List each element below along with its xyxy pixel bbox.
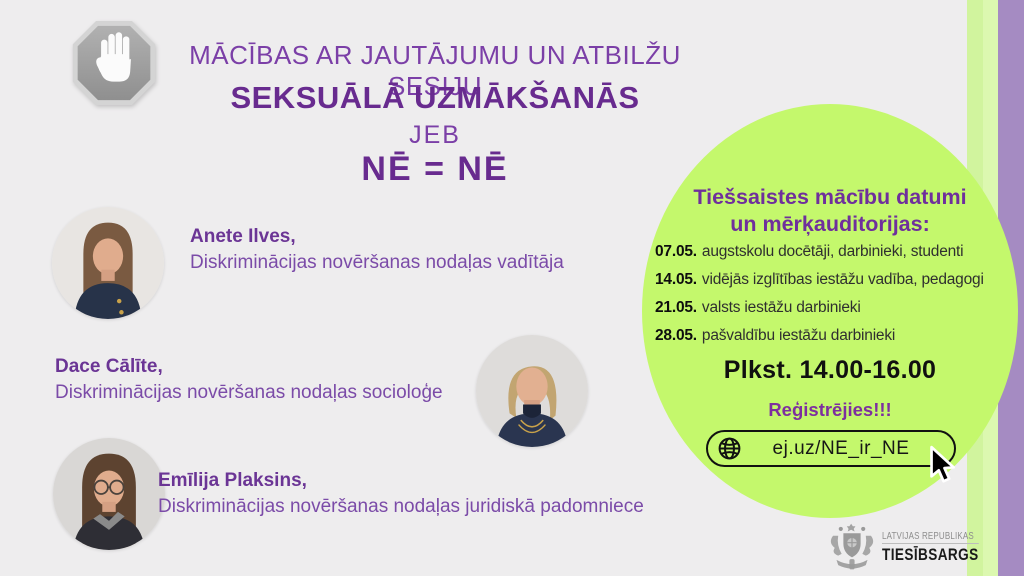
- logo-org-line-1: LATVIJAS REPUBLIKAS: [882, 531, 974, 542]
- schedule-row: 28.05. pašvaldību iestāžu darbinieki: [655, 322, 1024, 350]
- schedule-date: 28.05.: [655, 327, 697, 344]
- speaker-photo-anete-ilves: [52, 207, 164, 319]
- speaker-name: Anete Ilves,: [190, 226, 296, 247]
- speaker-name: Emīlija Plaksins,: [158, 470, 307, 491]
- schedule-audience: pašvaldību iestāžu darbinieki: [701, 327, 896, 344]
- speaker-name: Dace Cālīte,: [55, 356, 163, 377]
- cursor-arrow-icon: [922, 444, 960, 490]
- title-line-4: NĒ = NĒ: [361, 150, 509, 188]
- schedule-date: 21.05.: [655, 299, 697, 316]
- register-cta: Reģistrējies!!!: [768, 399, 892, 420]
- title-line-3: JEB: [409, 121, 461, 149]
- speaker-block-dace-calite: Dace Cālīte, Diskriminācijas novēršanas …: [55, 354, 495, 406]
- panel-heading-line-2: un mērķauditorijas:: [730, 212, 930, 236]
- logo-text: LATVIJAS REPUBLIKAS TIESĪBSARGS: [882, 530, 979, 564]
- registration-link-button[interactable]: ej.uz/NE_ir_NE: [706, 430, 956, 467]
- tiesibsargs-logo: LATVIJAS REPUBLIKAS TIESĪBSARGS: [826, 522, 1003, 572]
- session-time: Plkst. 14.00-16.00: [723, 356, 937, 384]
- speaker-role: Diskriminācijas novēršanas nodaļas vadīt…: [190, 252, 564, 273]
- speaker-photo-dace-calite: [476, 335, 588, 447]
- stop-hand-icon: [72, 21, 156, 105]
- speaker-block-anete-ilves: Anete Ilves, Diskriminācijas novēršanas …: [190, 224, 670, 276]
- schedule-date: 07.05.: [655, 243, 697, 260]
- schedule-row: 21.05. valsts iestāžu darbinieki: [655, 294, 1024, 322]
- schedule-row: 07.05. augstskolu docētāji, darbinieki, s…: [655, 238, 1024, 266]
- speaker-block-emilija-plaksins: Emīlija Plaksins, Diskriminācijas novērš…: [158, 468, 678, 520]
- schedule-date: 14.05.: [655, 271, 697, 288]
- schedule-audience: augstskolu docētāji, darbinieki, student…: [701, 243, 964, 260]
- title-line-1: MĀCĪBAS AR JAUTĀJUMU UN ATBILŽU SESIJU: [189, 40, 681, 101]
- speaker-role: Diskriminācijas novēršanas nodaļas socio…: [55, 382, 443, 403]
- speaker-role: Diskriminācijas novēršanas nodaļas jurid…: [158, 496, 644, 517]
- logo-org-line-2: TIESĪBSARGS: [882, 543, 979, 564]
- panel-heading-line-1: Tiešsaistes mācību datumi: [693, 185, 967, 209]
- coat-of-arms-icon: [830, 523, 874, 570]
- schedule-row: 14.05. vidējās izglītības iestāžu vadība,…: [655, 266, 1024, 294]
- schedule-audience: vidējās izglītības iestāžu vadība, pedag…: [701, 271, 984, 288]
- schedule-audience: valsts iestāžu darbinieki: [701, 299, 861, 316]
- registration-link-text: ej.uz/NE_ir_NE: [772, 437, 910, 459]
- schedule-list: 07.05. augstskolu docētāji, darbinieki, s…: [655, 238, 1024, 350]
- globe-icon: [717, 436, 742, 461]
- title-line-2: SEKSUĀLĀ UZMĀKŠANĀS: [230, 80, 640, 115]
- speaker-photo-emilija-plaksins: [53, 438, 165, 550]
- panel-heading: Tiešsaistes mācību datumi un mērķauditor…: [642, 184, 1018, 238]
